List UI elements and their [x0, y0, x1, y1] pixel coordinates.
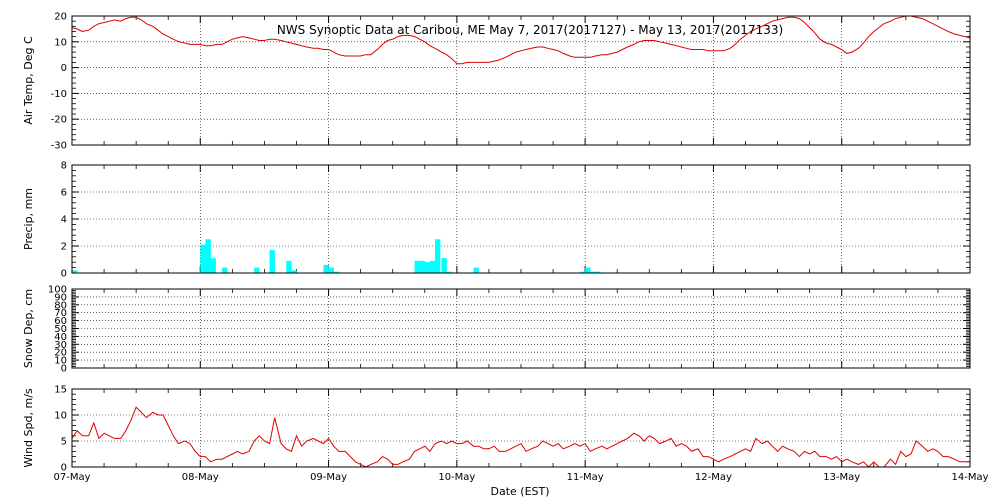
precip-bar	[269, 250, 275, 273]
precip-bar	[419, 260, 426, 273]
y-tick-label: 10	[54, 37, 67, 48]
precip-bar	[590, 271, 596, 273]
chart-title: NWS Synoptic Data at Caribou, ME May 7, …	[277, 23, 783, 37]
panel-frame	[71, 288, 971, 369]
precip-bar	[424, 262, 431, 273]
y-tick-label: 0	[61, 463, 67, 474]
y-tick-label: -30	[51, 141, 67, 152]
precip-bar	[291, 270, 297, 273]
x-tick-label: 10-May	[438, 472, 475, 483]
y-tick-label: 100	[48, 285, 67, 296]
y-tick-label: 10	[54, 356, 67, 367]
y-tick-label: 60	[54, 316, 67, 327]
x-tick-label: 07-May	[53, 472, 90, 483]
y-tick-label: 6	[61, 188, 67, 199]
precip-bar	[595, 271, 601, 273]
y-tick-label: 20	[54, 12, 67, 23]
y-tick-label: 15	[54, 385, 67, 396]
precip-bar	[200, 244, 206, 273]
y-tick-label: -10	[51, 89, 67, 100]
y-tick-label: 40	[54, 332, 67, 343]
panel-precip: 0 2 4 6 8 Precip, mm	[22, 161, 971, 280]
y-tick-label: 20	[54, 348, 67, 359]
precip-bar	[323, 264, 329, 273]
precip-bar	[210, 258, 216, 273]
x-tick-label: 12-May	[695, 472, 732, 483]
x-tick-label: 09-May	[310, 472, 347, 483]
precip-bar	[328, 267, 334, 273]
x-tick-label: 08-May	[182, 472, 219, 483]
precip-bar	[286, 260, 292, 273]
precip-bar	[414, 260, 420, 273]
y-axis-label: Air Temp, Deg C	[22, 36, 35, 125]
precip-bar	[473, 267, 479, 273]
precip-bar	[435, 239, 441, 273]
y-tick-label: 70	[54, 308, 67, 319]
x-tick-label: 13-May	[823, 472, 860, 483]
y-tick-label: 5	[61, 437, 67, 448]
y-axis-label: Precip, mm	[22, 188, 35, 250]
panel-air-temp: -30 -20 -10 0 10 20 Air Temp, Deg C	[22, 12, 971, 152]
precip-bar	[446, 271, 452, 273]
y-tick-label: 80	[54, 300, 67, 311]
y-tick-label: 0	[61, 364, 67, 375]
y-tick-label: 10	[54, 411, 67, 422]
y-tick-label: 0	[61, 269, 67, 280]
precip-bar	[222, 267, 228, 273]
precip-bar	[333, 271, 340, 273]
precip-bar	[441, 258, 447, 273]
panel-frame	[71, 164, 971, 274]
y-tick-label: 2	[61, 242, 67, 253]
panel-wind-speed: 0 5 10 15 Wind Spd, m/s	[22, 385, 971, 474]
y-axis-label: Snow Dep, cm	[22, 289, 35, 368]
precip-bar	[205, 239, 211, 273]
precip-bar	[254, 267, 260, 273]
y-tick-label: 30	[54, 340, 67, 351]
air-temp-series-line	[71, 15, 971, 65]
precip-bar	[580, 271, 586, 273]
y-tick-label: 50	[54, 324, 67, 335]
y-axis-label: Wind Spd, m/s	[22, 388, 35, 468]
y-tick-label: 4	[61, 215, 67, 226]
precip-bar	[585, 267, 591, 273]
precip-bar	[429, 260, 436, 273]
y-tick-label: 8	[61, 161, 67, 172]
x-axis-label: Date (EST)	[490, 485, 549, 498]
y-tick-label: -20	[51, 115, 67, 126]
wind-speed-series-line	[71, 406, 970, 468]
x-tick-label: 14-May	[951, 472, 988, 483]
panel-frame	[71, 15, 971, 146]
precip-bar	[72, 270, 78, 273]
y-tick-label: 0	[61, 63, 67, 74]
y-tick-label: 90	[54, 292, 67, 303]
x-tick-label: 11-May	[567, 472, 604, 483]
panel-frame	[71, 388, 971, 468]
